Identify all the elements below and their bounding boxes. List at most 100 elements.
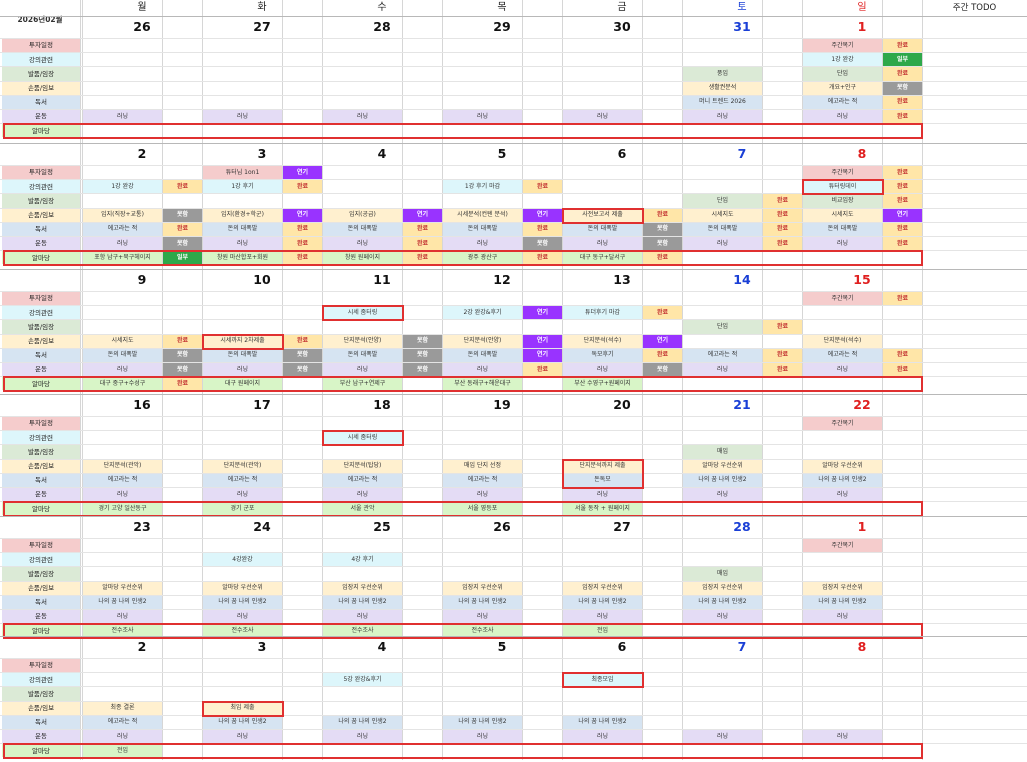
row-line	[0, 305, 1027, 307]
row-line	[0, 609, 1027, 610]
category-label: 손품/임보	[2, 81, 80, 95]
task-cell: 나의 꿈 나의 인생2	[683, 595, 762, 609]
task-cell: 나의 꿈 나의 인생2	[443, 595, 522, 609]
date-number: 1	[857, 518, 867, 534]
status-badge: 완료	[643, 348, 682, 362]
task-cell: 부산 동래구+해운대구	[443, 377, 522, 391]
category-label: 손품/임보	[2, 581, 80, 595]
task-cell: 광주 광산구	[443, 251, 522, 265]
task-cell: 서울 영등포	[443, 502, 522, 516]
task-cell: 에고라는 적	[683, 348, 762, 362]
task-cell: 러닝	[203, 110, 282, 124]
category-label: 알마당	[2, 124, 80, 138]
status-badge: 못함	[643, 363, 682, 377]
task-cell: 나의 꿈 나의 인생2	[803, 595, 882, 609]
category-label: 강의관련	[2, 306, 80, 320]
category-label: 운동	[2, 488, 80, 502]
task-cell: 임장지 우선순위	[323, 581, 402, 595]
task-cell: 주간복기	[803, 417, 882, 431]
task-cell: 러닝	[683, 363, 762, 377]
week-separator	[0, 394, 1027, 395]
task-cell: 임장지 우선순위	[683, 581, 762, 595]
date-number: 13	[613, 271, 631, 287]
date-number: 4	[377, 638, 387, 654]
header-sat: 토	[737, 2, 747, 13]
task-cell: 나의 꿈 나의 인생2	[203, 595, 282, 609]
status-badge: 못함	[283, 363, 322, 377]
task-cell: 러닝	[443, 110, 522, 124]
task-cell: 러닝	[443, 488, 522, 502]
category-label: 알마당	[2, 377, 80, 391]
task-cell: 알마당 우선순위	[683, 459, 762, 473]
task-cell: 머니 트렌드 2026	[683, 95, 762, 109]
task-cell: 러닝	[443, 610, 522, 624]
row-line	[0, 80, 1027, 82]
header-weekly-todo: 주간 TODO	[952, 2, 997, 13]
task-cell: 나의 꿈 나의 인생2	[323, 595, 402, 609]
task-cell: 단임	[683, 194, 762, 208]
status-badge: 완료	[283, 334, 322, 348]
category-label: 강의관련	[2, 553, 80, 567]
category-label: 손품/임보	[2, 208, 80, 222]
status-badge: 완료	[403, 237, 442, 251]
header-fri: 금	[617, 2, 627, 13]
row-line	[0, 66, 1027, 68]
date-number: 27	[613, 518, 631, 534]
task-cell: 독모후기	[563, 348, 642, 362]
task-cell: 러닝	[803, 610, 882, 624]
row-line	[0, 472, 1027, 474]
task-cell: 돈의 대폭발	[563, 222, 642, 236]
task-cell: 주간복기	[803, 39, 882, 53]
task-cell: 러닝	[323, 237, 402, 251]
task-cell: 돈의 대폭발	[803, 222, 882, 236]
task-cell: 부산 남구+연제구	[323, 377, 402, 391]
status-badge: 완료	[163, 377, 202, 391]
row-line	[0, 658, 1027, 659]
status-badge: 완료	[763, 348, 802, 362]
task-cell: 에고라는 적	[803, 95, 882, 109]
task-cell: 전수조사	[323, 624, 402, 638]
task-cell: 러닝	[323, 363, 402, 377]
week-goal-row-highlight	[3, 123, 923, 140]
row-line	[0, 179, 1027, 181]
column-divider	[442, 0, 443, 760]
status-badge: 완료	[523, 180, 562, 194]
category-label: 손품/임보	[2, 334, 80, 348]
task-cell: 러닝	[563, 110, 642, 124]
status-badge: 완료	[883, 110, 922, 124]
task-cell: 돈의 대폭발	[683, 222, 762, 236]
date-number: 5	[497, 638, 507, 654]
week-separator	[0, 269, 1027, 270]
task-cell: 에고라는 적	[83, 222, 162, 236]
task-cell: 러닝	[203, 237, 282, 251]
status-badge: 완료	[883, 194, 922, 208]
row-line	[0, 714, 1027, 716]
row-line	[0, 347, 1027, 349]
date-number: 3	[257, 145, 267, 161]
category-label: 독서	[2, 473, 80, 487]
status-badge: 완료	[643, 306, 682, 320]
status-badge: 일부	[163, 251, 202, 265]
date-number: 27	[253, 18, 271, 34]
task-cell: 나의 꿈 나의 인생2	[203, 715, 282, 729]
task-cell: 2강 완강&후기	[443, 306, 522, 320]
task-cell: 입지(직장+교통)	[83, 208, 162, 222]
week-goal-row-highlight	[3, 743, 923, 760]
date-number: 8	[857, 638, 867, 654]
task-cell: 1강 완강	[83, 180, 162, 194]
category-label: 발품/임장	[2, 320, 80, 334]
task-cell: 최종 결론	[83, 701, 162, 715]
task-cell: 포항 남구+북구헤이지	[83, 251, 162, 265]
task-cell: 경기 고양 일산동구	[83, 502, 162, 516]
task-cell: 대구 원페이지	[203, 377, 282, 391]
highlight-box	[202, 333, 284, 350]
date-number: 7	[737, 145, 747, 161]
row-line	[0, 193, 1027, 195]
task-cell: 임장지 우선순위	[563, 581, 642, 595]
header-sun: 일	[857, 2, 867, 13]
status-badge: 연기	[523, 348, 562, 362]
task-cell: 임장지 우선순위	[443, 581, 522, 595]
highlight-box	[322, 430, 404, 447]
task-cell: 대구 동구+달서구	[563, 251, 642, 265]
row-line	[0, 487, 1027, 488]
